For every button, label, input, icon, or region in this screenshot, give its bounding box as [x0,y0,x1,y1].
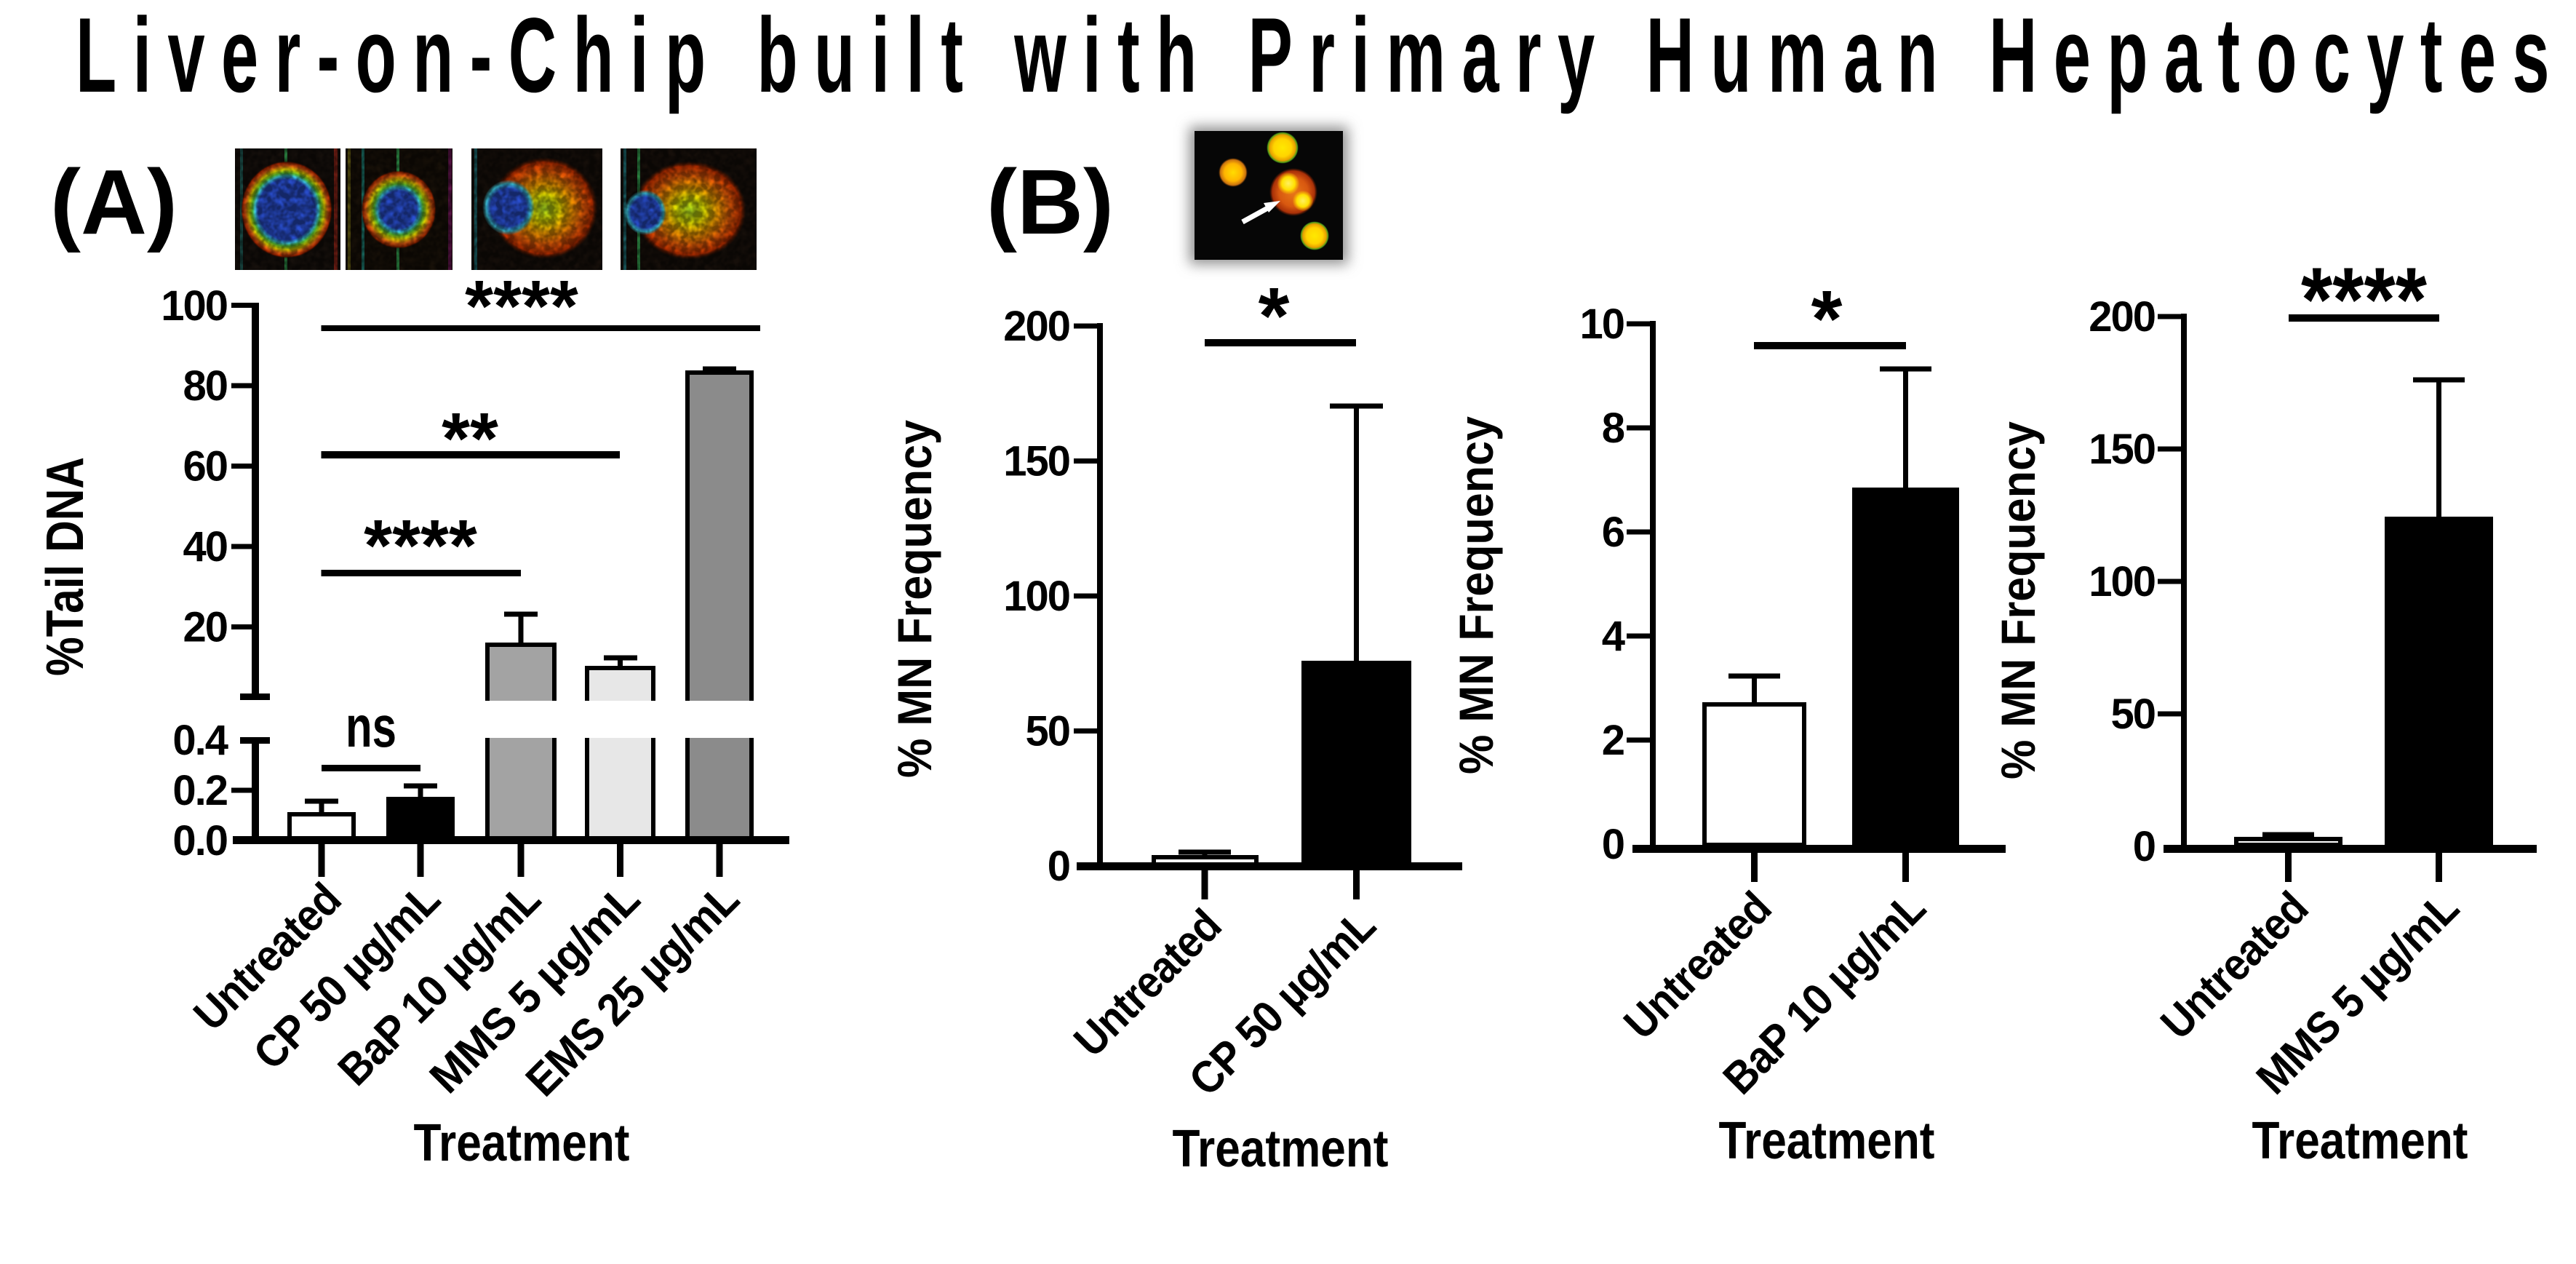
svg-text:100: 100 [2089,558,2155,605]
svg-text:(B): (B) [986,151,1114,253]
svg-text:4: 4 [1602,613,1625,660]
svg-text:10: 10 [1579,301,1624,348]
svg-text:****: **** [465,266,578,347]
svg-text:2: 2 [1602,717,1624,764]
svg-text:100: 100 [161,282,227,330]
svg-text:0.4: 0.4 [172,717,228,764]
svg-text:0.2: 0.2 [172,767,227,814]
svg-text:****: **** [364,505,477,587]
svg-text:0.0: 0.0 [172,817,227,864]
svg-text:200: 200 [1003,303,1069,350]
svg-text:Treatment: Treatment [1719,1112,1935,1170]
svg-text:%Tail DNA: %Tail DNA [36,457,95,676]
svg-text:Treatment: Treatment [1173,1120,1389,1178]
svg-text:6: 6 [1602,509,1624,556]
svg-text:% MN Frequency: % MN Frequency [1991,421,2045,779]
svg-text:(A): (A) [50,151,178,253]
svg-text:Treatment: Treatment [2252,1112,2468,1170]
svg-text:8: 8 [1602,405,1624,452]
svg-text:*: * [1811,274,1843,364]
svg-text:% MN Frequency: % MN Frequency [1449,416,1503,774]
svg-text:**: ** [442,398,498,480]
svg-text:Treatment: Treatment [414,1114,630,1172]
svg-text:200: 200 [2089,293,2155,341]
svg-text:150: 150 [2089,426,2155,473]
svg-text:ns: ns [346,694,396,759]
svg-text:40: 40 [183,523,227,571]
svg-text:50: 50 [2110,691,2155,738]
svg-text:100: 100 [1003,573,1069,620]
svg-text:80: 80 [183,362,227,410]
svg-text:0: 0 [2133,823,2155,870]
svg-text:Liver-on-Chip built with Prima: Liver-on-Chip built with Primary Human H… [76,0,2566,114]
svg-text:20: 20 [183,604,227,651]
svg-text:0: 0 [1602,821,1624,868]
svg-text:50: 50 [1025,708,1069,755]
svg-text:60: 60 [183,443,227,490]
svg-text:*: * [1259,271,1290,361]
svg-text:% MN Frequency: % MN Frequency [888,420,941,778]
svg-text:150: 150 [1003,438,1069,485]
svg-text:0: 0 [1048,843,1069,890]
svg-text:****: **** [2301,250,2427,351]
